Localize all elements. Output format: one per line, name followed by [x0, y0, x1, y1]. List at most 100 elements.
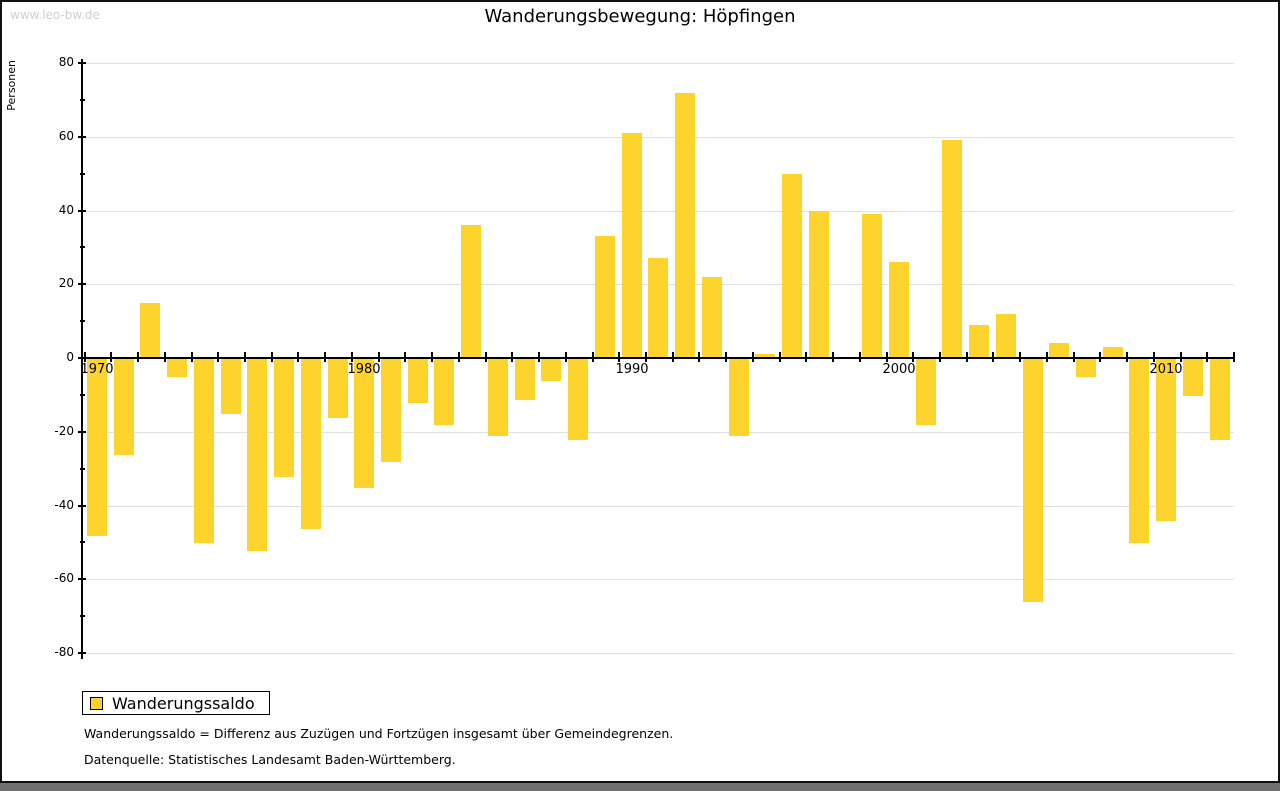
- x-tick: [485, 352, 487, 362]
- x-tick: [779, 352, 781, 362]
- gridline: [82, 211, 1234, 212]
- x-tick: [431, 352, 433, 362]
- bar-2004: [996, 314, 1016, 358]
- bar-1977: [274, 359, 294, 477]
- y-axis-line: [81, 59, 83, 659]
- bar-1984: [461, 225, 481, 358]
- bar-2007: [1076, 359, 1096, 377]
- x-tick: [1126, 352, 1128, 362]
- y-tick: [80, 615, 85, 617]
- y-tick: [78, 136, 86, 138]
- y-tick-label: 60: [58, 129, 74, 143]
- bar-2009: [1129, 359, 1149, 543]
- bar-2001: [916, 359, 936, 425]
- bar-1987: [541, 359, 561, 381]
- x-tick: [458, 352, 460, 362]
- bar-2002: [942, 140, 962, 358]
- x-tick: [511, 352, 513, 362]
- bar-1991: [648, 258, 668, 358]
- bottom-statusbar-strip: [0, 783, 1280, 791]
- y-tick-label: -40: [54, 498, 74, 512]
- bar-2008: [1103, 347, 1123, 358]
- x-tick: [966, 352, 968, 362]
- x-tick-label: 1980: [347, 362, 381, 377]
- y-tick: [80, 468, 85, 470]
- bar-1990: [622, 133, 642, 358]
- bar-1999: [862, 214, 882, 358]
- x-tick: [217, 352, 219, 362]
- y-tick-label: 40: [58, 203, 74, 217]
- x-tick: [271, 352, 273, 362]
- bar-1989: [595, 236, 615, 358]
- bar-1988: [568, 359, 588, 440]
- bar-1978: [301, 359, 321, 529]
- x-tick: [378, 352, 380, 362]
- x-tick-label: 1970: [80, 362, 114, 377]
- x-tick: [565, 352, 567, 362]
- x-tick: [1180, 352, 1182, 362]
- x-tick: [832, 352, 834, 362]
- y-tick: [78, 578, 86, 580]
- gridline: [82, 579, 1234, 580]
- bar-1976: [247, 359, 267, 551]
- y-tick: [80, 173, 85, 175]
- x-tick: [1233, 352, 1235, 362]
- x-tick: [191, 352, 193, 362]
- x-tick: [1073, 352, 1075, 362]
- bar-2003: [969, 325, 989, 358]
- y-tick: [78, 652, 86, 654]
- x-tick: [698, 352, 700, 362]
- chart-title: Wanderungsbewegung: Höpfingen: [484, 6, 796, 27]
- x-tick: [110, 352, 112, 362]
- y-tick: [78, 431, 86, 433]
- bar-2006: [1049, 343, 1069, 358]
- bar-1997: [809, 211, 829, 359]
- x-tick-label: 2000: [882, 362, 916, 377]
- bar-2000: [889, 262, 909, 358]
- footnote-definition: Wanderungssaldo = Differenz aus Zuzügen …: [84, 726, 674, 741]
- y-tick: [78, 357, 86, 359]
- x-tick: [244, 352, 246, 362]
- x-tick: [164, 352, 166, 362]
- x-axis-line: [82, 357, 1234, 359]
- x-tick: [1153, 352, 1155, 362]
- x-tick: [618, 352, 620, 362]
- legend-color-swatch: [90, 696, 103, 710]
- gridline: [82, 137, 1234, 138]
- x-tick: [672, 352, 674, 362]
- x-tick: [645, 352, 647, 362]
- bar-1971: [114, 359, 134, 455]
- x-tick: [805, 352, 807, 362]
- x-tick: [538, 352, 540, 362]
- bar-1985: [488, 359, 508, 436]
- bar-1983: [434, 359, 454, 425]
- bar-2005: [1023, 359, 1043, 602]
- y-tick-label: -60: [54, 571, 74, 585]
- bar-1995: [755, 354, 775, 358]
- y-tick: [80, 394, 85, 396]
- x-tick: [351, 352, 353, 362]
- bar-1973: [167, 359, 187, 377]
- bar-2010: [1156, 359, 1176, 521]
- bar-1979: [328, 359, 348, 418]
- x-tick: [886, 352, 888, 362]
- bar-1980: [354, 359, 374, 488]
- bar-2012: [1210, 359, 1230, 440]
- y-tick-label: -80: [54, 645, 74, 659]
- x-tick: [297, 352, 299, 362]
- bar-1970: [87, 359, 107, 536]
- x-tick: [324, 352, 326, 362]
- gridline: [82, 63, 1234, 64]
- y-tick-label: 0: [66, 350, 74, 364]
- y-tick: [78, 505, 86, 507]
- x-tick: [939, 352, 941, 362]
- y-tick: [78, 62, 86, 64]
- gridline: [82, 506, 1234, 507]
- legend-label: Wanderungssaldo: [112, 693, 255, 713]
- y-tick: [78, 283, 86, 285]
- y-tick-label: 80: [58, 55, 74, 69]
- x-tick-label: 2010: [1149, 362, 1183, 377]
